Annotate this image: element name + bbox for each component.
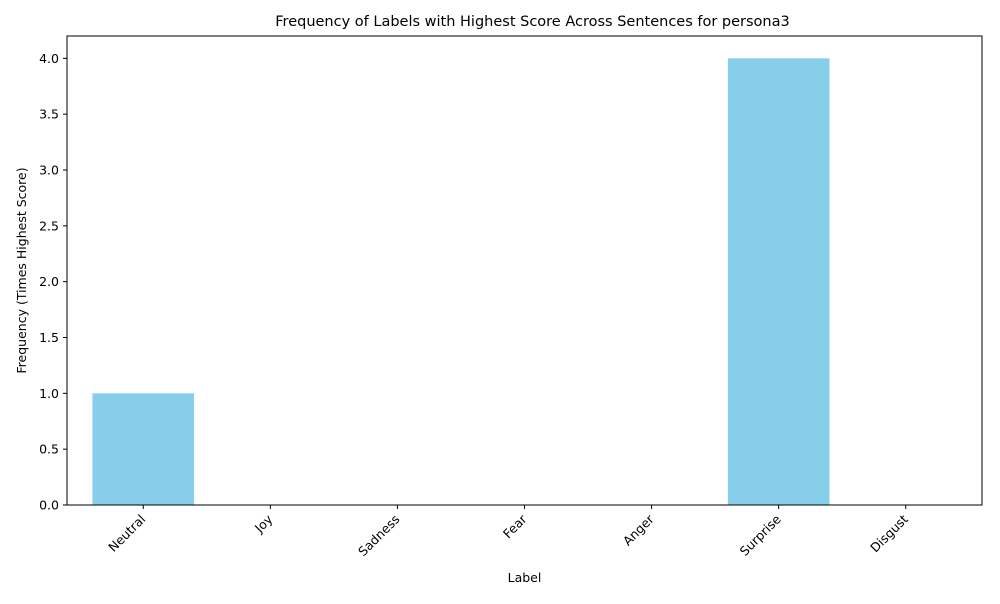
y-tick-label: 3.0: [39, 163, 59, 178]
y-tick-label: 1.0: [39, 386, 59, 401]
x-tick-label-sadness: Sadness: [355, 512, 402, 559]
y-tick-label: 2.0: [39, 274, 59, 289]
y-tick-label: 0.5: [39, 442, 59, 457]
y-tick-label: 1.5: [39, 330, 59, 345]
bar-surprise: [727, 58, 830, 505]
chart-title: Frequency of Labels with Highest Score A…: [275, 14, 789, 30]
x-tick-label-joy: Joy: [251, 511, 276, 536]
x-tick-label-surprise: Surprise: [737, 511, 784, 558]
x-axis-label: Label: [508, 570, 542, 585]
bar-neutral: [92, 393, 195, 505]
x-tick-label-disgust: Disgust: [867, 511, 911, 555]
x-tick-label-anger: Anger: [620, 511, 658, 549]
y-tick-label: 3.5: [39, 107, 59, 122]
bars-layer: [92, 58, 830, 505]
x-tick-label-fear: Fear: [500, 511, 530, 541]
y-tick-label: 2.5: [39, 218, 59, 233]
x-tick-label-neutral: Neutral: [105, 512, 148, 555]
plot-area-frame: [66, 35, 983, 506]
x-axis-ticks: Neutral Joy Sadness Fear Anger Surprise Disgus…: [105, 505, 911, 559]
y-axis-ticks: 0.0 0.5 1.0 1.5 2.0 2.5 3.0 3.5 4.0: [39, 51, 67, 513]
y-tick-label: 0.0: [39, 498, 59, 513]
y-axis-label: Frequency (Times Highest Score): [14, 167, 29, 373]
y-tick-label: 4.0: [39, 51, 59, 66]
